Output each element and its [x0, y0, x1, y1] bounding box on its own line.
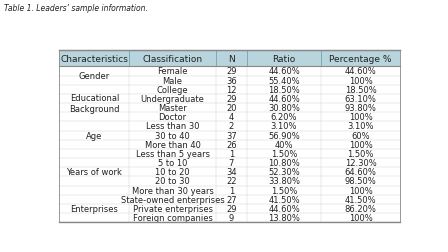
- Text: 1.50%: 1.50%: [347, 149, 374, 158]
- Text: Age: Age: [86, 131, 103, 140]
- Text: Undergraduate: Undergraduate: [141, 94, 205, 104]
- Bar: [60, 94, 400, 104]
- Text: 1: 1: [228, 186, 234, 195]
- Text: Private enterprises: Private enterprises: [133, 204, 213, 213]
- Text: Table 1. Leaders’ sample information.: Table 1. Leaders’ sample information.: [4, 4, 148, 13]
- Text: 3.10%: 3.10%: [271, 122, 297, 131]
- Bar: [60, 51, 400, 67]
- Text: 44.60%: 44.60%: [268, 94, 300, 104]
- Text: 40%: 40%: [275, 140, 293, 149]
- Text: Educational
Background: Educational Background: [69, 94, 120, 113]
- Text: Percentage %: Percentage %: [329, 54, 392, 63]
- Text: 1: 1: [228, 149, 234, 158]
- Text: 6.20%: 6.20%: [271, 113, 297, 122]
- Text: N: N: [228, 54, 235, 63]
- Text: 12: 12: [226, 85, 237, 94]
- Text: 9: 9: [228, 213, 234, 222]
- Bar: [60, 168, 400, 177]
- Bar: [60, 159, 400, 168]
- Text: Classification: Classification: [142, 54, 202, 63]
- Text: Enterprises: Enterprises: [70, 204, 118, 213]
- Text: Male: Male: [163, 76, 183, 85]
- Text: Foreign companies: Foreign companies: [133, 213, 212, 222]
- Text: 22: 22: [226, 177, 237, 186]
- Text: 29: 29: [226, 204, 237, 213]
- Text: 44.60%: 44.60%: [268, 204, 300, 213]
- Bar: [60, 177, 400, 186]
- Bar: [60, 113, 400, 122]
- Text: 93.80%: 93.80%: [345, 104, 376, 113]
- Text: Master: Master: [158, 104, 187, 113]
- Text: 3.10%: 3.10%: [347, 122, 374, 131]
- Text: 5 to 10: 5 to 10: [158, 159, 187, 168]
- Bar: [60, 149, 400, 159]
- Bar: [60, 204, 400, 213]
- Text: 30.80%: 30.80%: [268, 104, 300, 113]
- Text: 55.40%: 55.40%: [268, 76, 300, 85]
- Text: 10 to 20: 10 to 20: [155, 168, 190, 177]
- Text: State-owned enterprises: State-owned enterprises: [121, 195, 224, 204]
- Bar: [60, 186, 400, 195]
- Text: 26: 26: [226, 140, 237, 149]
- Text: 30 to 40: 30 to 40: [155, 131, 190, 140]
- Text: 33.80%: 33.80%: [268, 177, 300, 186]
- Text: 29: 29: [226, 67, 237, 76]
- Text: 18.50%: 18.50%: [345, 85, 376, 94]
- Text: 63.10%: 63.10%: [345, 94, 376, 104]
- Text: 64.60%: 64.60%: [345, 168, 376, 177]
- Text: 100%: 100%: [349, 76, 372, 85]
- Text: 100%: 100%: [349, 213, 372, 222]
- Bar: [60, 131, 400, 140]
- Text: Characteristics: Characteristics: [60, 54, 128, 63]
- Bar: [60, 76, 400, 85]
- Bar: [60, 140, 400, 149]
- Text: 7: 7: [228, 159, 234, 168]
- Text: College: College: [157, 85, 189, 94]
- Text: Female: Female: [157, 67, 188, 76]
- Text: More than 30 years: More than 30 years: [132, 186, 214, 195]
- Text: 100%: 100%: [349, 186, 372, 195]
- Text: 37: 37: [226, 131, 237, 140]
- Text: 18.50%: 18.50%: [268, 85, 300, 94]
- Text: Years of work: Years of work: [66, 168, 122, 177]
- Text: Less than 30: Less than 30: [146, 122, 199, 131]
- Text: 52.30%: 52.30%: [268, 168, 300, 177]
- Text: 12.30%: 12.30%: [345, 159, 376, 168]
- Text: Doctor: Doctor: [159, 113, 187, 122]
- Text: 1.50%: 1.50%: [271, 186, 297, 195]
- Text: 1.50%: 1.50%: [271, 149, 297, 158]
- Bar: [60, 67, 400, 76]
- Text: 2: 2: [228, 122, 234, 131]
- Text: 98.50%: 98.50%: [345, 177, 376, 186]
- Text: 27: 27: [226, 195, 237, 204]
- Text: 44.60%: 44.60%: [268, 67, 300, 76]
- Text: 10.80%: 10.80%: [268, 159, 300, 168]
- Text: 20 to 30: 20 to 30: [155, 177, 190, 186]
- Text: Less than 5 years: Less than 5 years: [136, 149, 210, 158]
- Text: 41.50%: 41.50%: [345, 195, 376, 204]
- Bar: [60, 195, 400, 204]
- Text: 41.50%: 41.50%: [268, 195, 300, 204]
- Text: 86.20%: 86.20%: [345, 204, 376, 213]
- Bar: [60, 122, 400, 131]
- Bar: [60, 104, 400, 113]
- Bar: [60, 85, 400, 94]
- Text: 34: 34: [226, 168, 237, 177]
- Text: 60%: 60%: [351, 131, 370, 140]
- Text: 20: 20: [226, 104, 237, 113]
- Text: 100%: 100%: [349, 113, 372, 122]
- Text: 100%: 100%: [349, 140, 372, 149]
- Text: 4: 4: [228, 113, 234, 122]
- Text: 13.80%: 13.80%: [268, 213, 300, 222]
- Text: Ratio: Ratio: [272, 54, 296, 63]
- Text: 56.90%: 56.90%: [268, 131, 300, 140]
- Bar: [60, 213, 400, 222]
- Text: 29: 29: [226, 94, 237, 104]
- Text: 36: 36: [226, 76, 237, 85]
- Text: More than 40: More than 40: [145, 140, 201, 149]
- Text: Gender: Gender: [79, 72, 110, 81]
- Text: 44.60%: 44.60%: [345, 67, 376, 76]
